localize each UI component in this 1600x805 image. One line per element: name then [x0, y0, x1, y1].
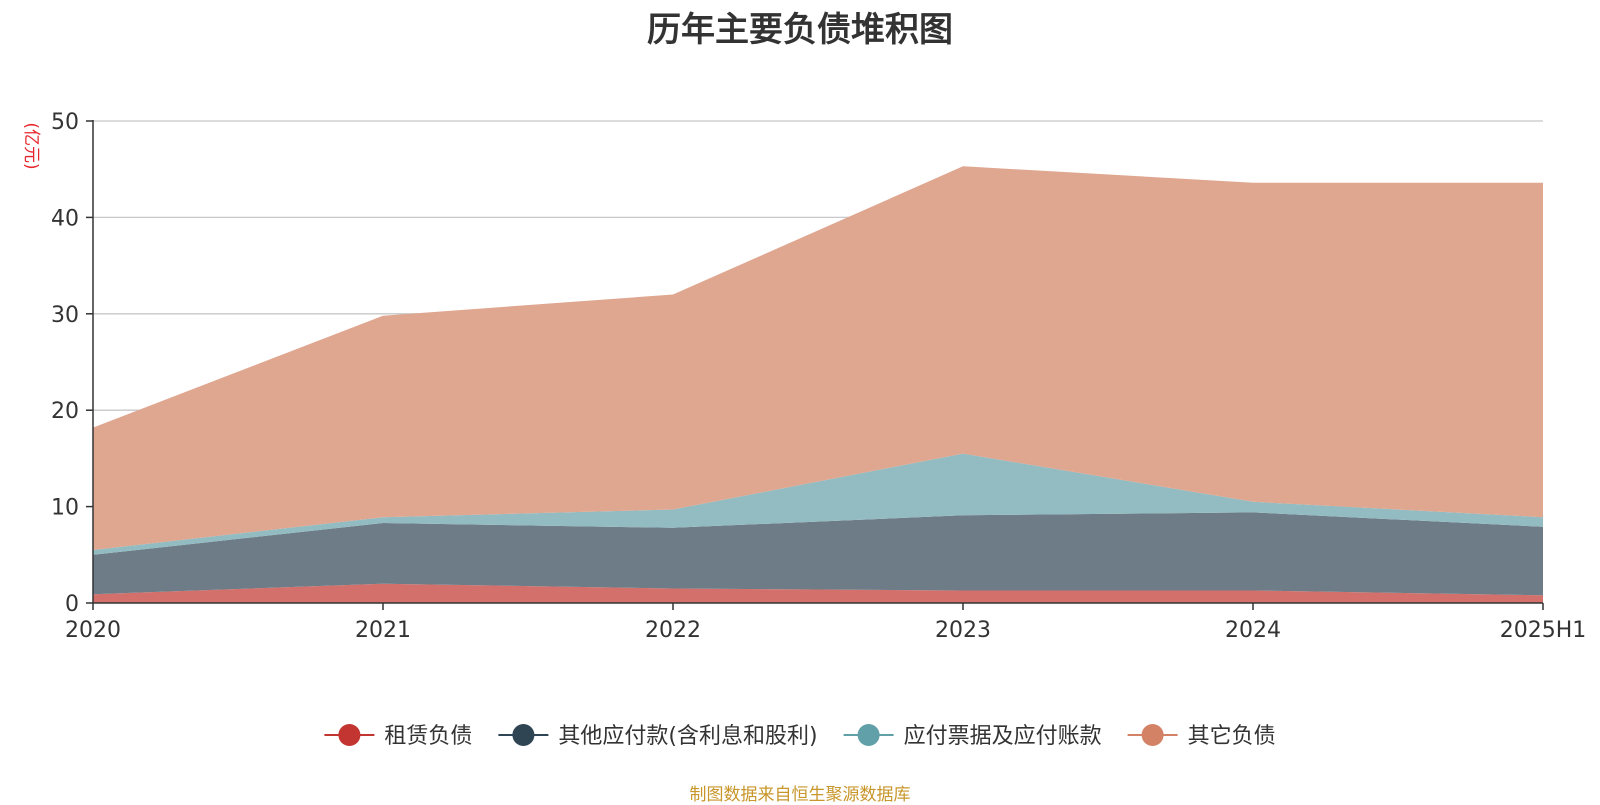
- axes: [86, 120, 1544, 610]
- legend-item-1[interactable]: 租赁负债: [324, 724, 472, 749]
- legend: 租赁负债 其他应付款(含利息和股利) 应付票据及应付账款 其它负债: [324, 724, 1276, 749]
- legend-marker: [1141, 724, 1164, 746]
- legend-label: 其它负债: [1188, 724, 1276, 749]
- legend-label: 其他应付款(含利息和股利): [558, 724, 817, 749]
- source-note: 制图数据来自恒生聚源数据库: [689, 785, 911, 805]
- x-tick-label: 2022: [645, 618, 701, 643]
- x-tick-label: 2023: [935, 618, 991, 643]
- x-tick-label: 2024: [1225, 618, 1281, 643]
- y-tick-label: 10: [51, 496, 79, 521]
- legend-item-2[interactable]: 其他应付款(含利息和股利): [498, 724, 818, 749]
- chart-title: 历年主要负债堆积图: [647, 10, 953, 50]
- legend-marker: [338, 724, 361, 746]
- x-tick-label: 2021: [355, 618, 411, 643]
- y-axis-unit-label: (亿元): [21, 122, 41, 169]
- y-tick-label: 40: [51, 206, 79, 231]
- area-series-4: [93, 166, 1543, 551]
- legend-label: 租赁负债: [384, 724, 472, 749]
- legend-marker: [512, 724, 535, 746]
- area-series-1: [93, 583, 1543, 603]
- legend-item-3[interactable]: 应付票据及应付账款: [843, 724, 1102, 749]
- x-tick-label: 2025H1: [1500, 618, 1587, 643]
- y-tick-label: 20: [51, 399, 79, 424]
- x-tick-labels: 2020 2021 2022 2023 2024 2025H1: [65, 618, 1586, 643]
- y-tick-label: 50: [51, 110, 79, 135]
- legend-label: 应付票据及应付账款: [904, 724, 1102, 749]
- area-series-3: [93, 453, 1543, 555]
- area-series: [93, 166, 1543, 603]
- y-tick-labels: 0 10 20 30 40 50: [51, 110, 79, 617]
- legend-marker: [857, 724, 880, 746]
- y-tick-label: 30: [51, 303, 79, 328]
- legend-item-4[interactable]: 其它负债: [1127, 724, 1276, 749]
- area-series-2: [93, 512, 1543, 596]
- x-tick-label: 2020: [65, 618, 121, 643]
- y-tick-label: 0: [65, 592, 79, 617]
